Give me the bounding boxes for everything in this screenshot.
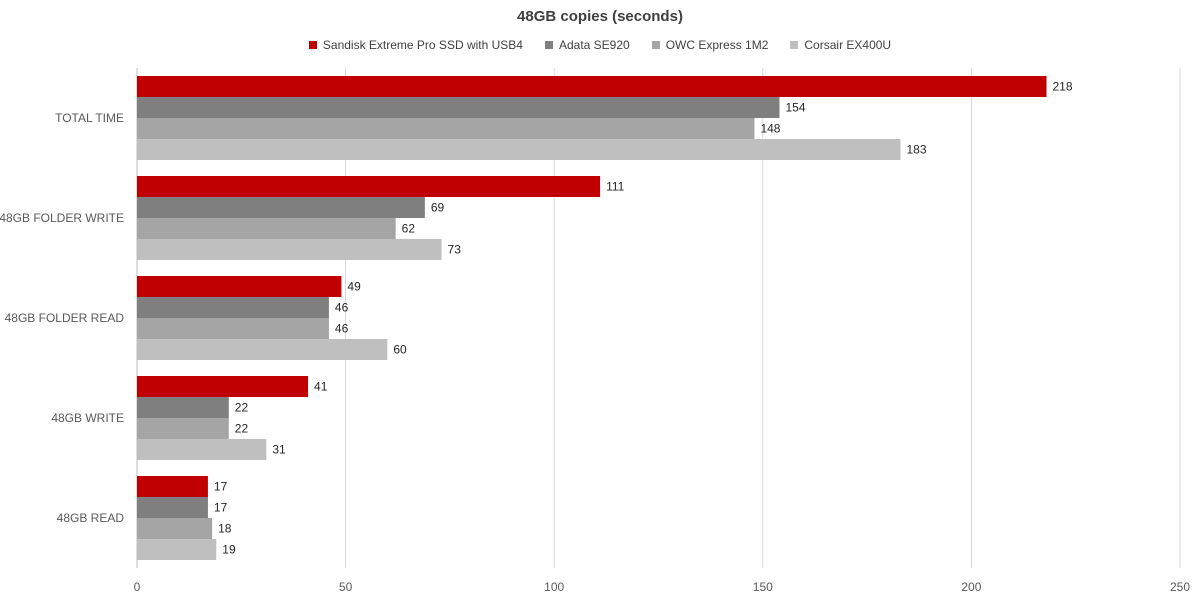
data-label: 148 [760, 122, 780, 136]
legend-swatch-adata [544, 41, 553, 49]
bar [137, 376, 309, 397]
legend-item-sandisk: Sandisk Extreme Pro SSD with USB4 [308, 38, 523, 52]
bar [137, 218, 396, 239]
bar [137, 176, 601, 197]
data-label: 18 [218, 522, 232, 536]
data-label: 111 [606, 180, 625, 194]
legend-label-sandisk: Sandisk Extreme Pro SSD with USB4 [322, 38, 523, 52]
bar [137, 339, 388, 360]
legend-label-adata: Adata SE920 [558, 38, 630, 52]
category-label: TOTAL TIME [55, 111, 124, 125]
bar [137, 139, 901, 160]
data-label: 46 [335, 322, 349, 336]
bar [137, 76, 1047, 97]
bar [137, 239, 442, 260]
x-tick-label: 0 [134, 580, 141, 594]
legend-swatch-owc [651, 41, 660, 49]
x-tick-label: 50 [339, 580, 353, 594]
data-label: 154 [785, 101, 805, 115]
legend-swatch-corsair [790, 41, 799, 49]
legend: Sandisk Extreme Pro SSD with USB4 Adata … [0, 38, 1200, 52]
x-tick-label: 100 [544, 580, 564, 594]
category-label: 48GB WRITE [51, 411, 124, 425]
category-label: 48GB FOLDER WRITE [0, 211, 124, 225]
data-label: 69 [431, 201, 445, 215]
chart-title: 48GB copies (seconds) [517, 8, 683, 25]
data-label: 17 [214, 501, 228, 515]
x-tick-label: 250 [1170, 580, 1190, 594]
legend-label-owc: OWC Express 1M2 [665, 38, 769, 52]
bar [137, 518, 213, 539]
bar [137, 397, 229, 418]
data-label: 49 [347, 280, 361, 294]
bar [137, 97, 780, 118]
data-label: 218 [1052, 80, 1072, 94]
bar [137, 318, 329, 339]
legend-item-owc: OWC Express 1M2 [651, 38, 769, 52]
bar [137, 476, 208, 497]
bar [137, 197, 425, 218]
data-label: 73 [448, 243, 462, 257]
bar [137, 539, 217, 560]
bar [137, 118, 755, 139]
data-label: 183 [906, 143, 926, 157]
data-label: 41 [314, 380, 328, 394]
data-label: 62 [402, 222, 416, 236]
bar [137, 297, 329, 318]
data-label: 46 [335, 301, 349, 315]
category-label: 48GB FOLDER READ [5, 311, 125, 325]
legend-item-adata: Adata SE920 [544, 38, 630, 52]
bar [137, 497, 208, 518]
data-label: 17 [214, 480, 228, 494]
bar [137, 418, 229, 439]
data-label: 22 [235, 401, 249, 415]
legend-swatch-sandisk [308, 41, 317, 49]
bar [137, 276, 342, 297]
x-tick-label: 200 [961, 580, 981, 594]
category-label: 48GB READ [57, 511, 125, 525]
data-label: 19 [222, 543, 236, 557]
x-tick-label: 150 [753, 580, 773, 594]
data-label: 31 [272, 443, 286, 457]
bar [137, 439, 267, 460]
data-label: 60 [393, 343, 407, 357]
legend-item-corsair: Corsair EX400U [790, 38, 891, 52]
legend-label-corsair: Corsair EX400U [804, 38, 892, 52]
data-label: 22 [235, 422, 249, 436]
